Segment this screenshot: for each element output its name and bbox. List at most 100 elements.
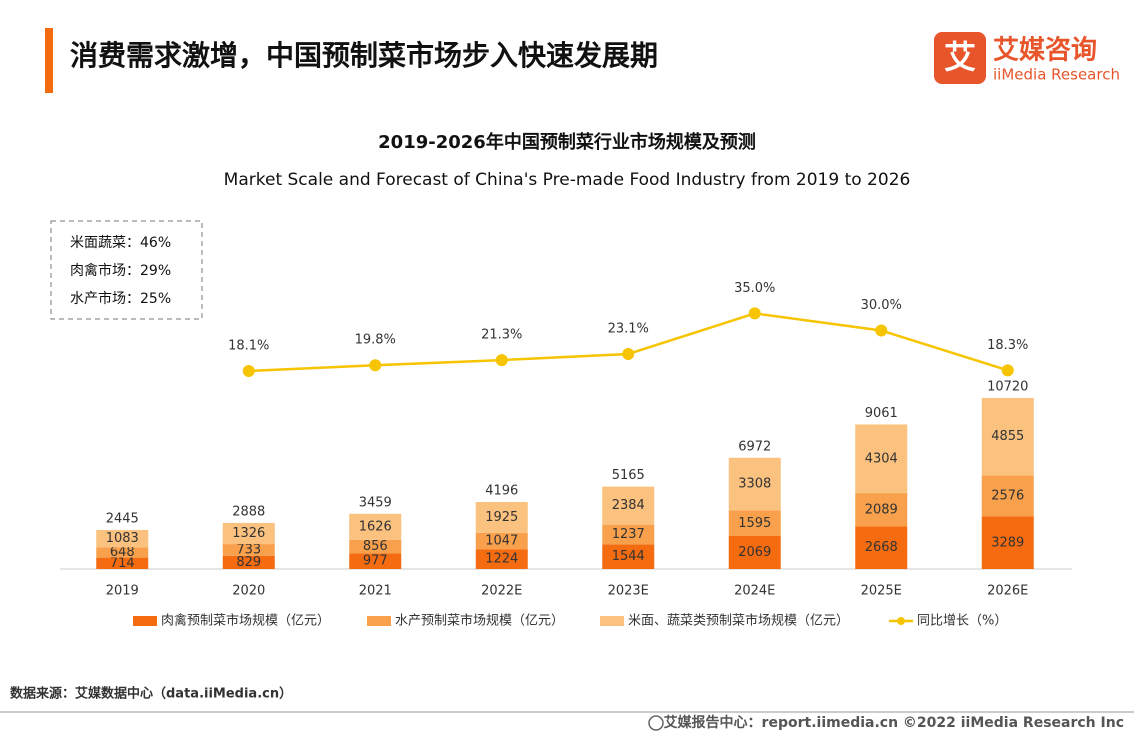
total-label: 6972: [738, 439, 771, 454]
bar-segment: [96, 547, 149, 558]
growth-point: [369, 359, 382, 372]
bar-segment: [475, 549, 528, 569]
bar-segment: [96, 557, 149, 569]
x-tick-label: 2021: [359, 584, 392, 599]
legend-swatch: [367, 616, 391, 626]
bar-label: 648: [110, 545, 135, 560]
page-title: 消费需求激增，中国预制菜市场步入快速发展期: [70, 39, 658, 72]
x-tick-label: 2023E: [608, 584, 649, 599]
bar-segment: [349, 513, 402, 540]
total-label: 9061: [865, 406, 898, 421]
bar-segment: [728, 457, 781, 511]
bar-label: 1925: [485, 510, 518, 525]
total-label: 4196: [485, 484, 518, 499]
bar-segment: [602, 524, 655, 545]
growth-label: 35.0%: [734, 281, 775, 296]
total-label: 2888: [232, 504, 265, 519]
growth-point: [875, 324, 888, 337]
footer-icon: [648, 715, 664, 731]
growth-label: 30.0%: [861, 298, 902, 313]
growth-label: 19.8%: [355, 333, 396, 348]
x-tick-label: 2026E: [987, 584, 1028, 599]
legend-label: 肉禽预制菜市场规模（亿元）: [161, 613, 330, 629]
bar-label: 714: [110, 556, 135, 571]
legend-label: 米面、蔬菜类预制菜市场规模（亿元）: [628, 613, 849, 629]
total-label: 3459: [359, 495, 392, 510]
logo-mark-bg: [934, 32, 986, 84]
legend-label: 同比增长（%）: [917, 614, 1007, 629]
bar-label: 2069: [738, 545, 771, 560]
bar-label: 2576: [991, 488, 1024, 503]
growth-label: 23.1%: [608, 321, 649, 336]
bar-label: 1083: [106, 531, 139, 546]
bar-segment: [475, 532, 528, 550]
total-label: 10720: [987, 379, 1028, 394]
x-tick-label: 2025E: [861, 584, 902, 599]
note-text: 肉禽市场：29%: [70, 262, 171, 279]
bar-label: 977: [363, 554, 388, 569]
bar-label: 1326: [232, 526, 265, 541]
bar-segment: [475, 502, 528, 533]
growth-point: [622, 347, 635, 360]
bar-segment: [981, 516, 1034, 569]
bar-label: 1626: [359, 519, 392, 534]
logo-cn: 艾媒咨询: [993, 35, 1097, 66]
bar-label: 1237: [612, 527, 645, 542]
bar-segment: [602, 544, 655, 569]
bar-label: 3289: [991, 535, 1024, 550]
growth-point: [1001, 364, 1014, 377]
bar-label: 3308: [738, 477, 771, 492]
bar-label: 2089: [865, 502, 898, 517]
chart-subtitle: Market Scale and Forecast of China's Pre…: [224, 170, 911, 190]
bar-label: 4304: [865, 451, 898, 466]
growth-label: 21.3%: [481, 328, 522, 343]
bar-segment: [855, 526, 908, 569]
note-box: [50, 220, 203, 320]
bar-label: 1047: [485, 534, 518, 549]
bar-segment: [981, 475, 1034, 517]
legend-swatch: [133, 616, 157, 626]
bar-segment: [96, 529, 149, 548]
bar-segment: [981, 397, 1034, 476]
bar-label: 2384: [612, 498, 645, 513]
x-tick-label: 2019: [106, 584, 139, 599]
bar-segment: [855, 493, 908, 527]
legend-swatch: [600, 616, 624, 626]
bar-label: 856: [363, 539, 388, 554]
x-tick-label: 2022E: [481, 584, 522, 599]
growth-label: 18.3%: [987, 338, 1028, 353]
bar-segment: [349, 553, 402, 569]
bar-label: 4855: [991, 429, 1024, 444]
title-accent: [45, 28, 53, 93]
legend-label: 水产预制菜市场规模（亿元）: [395, 613, 564, 629]
total-label: 5165: [612, 468, 645, 483]
bar-segment: [349, 539, 402, 554]
bar-segment: [222, 522, 275, 545]
bar-segment: [222, 544, 275, 556]
x-tick-label: 2020: [232, 584, 265, 599]
bar-label: 2668: [865, 540, 898, 555]
bar-label: 1595: [738, 516, 771, 531]
growth-point: [748, 307, 761, 320]
bar-segment: [855, 424, 908, 494]
bar-segment: [728, 535, 781, 569]
x-tick-label: 2024E: [734, 584, 775, 599]
bar-label: 733: [236, 542, 261, 557]
note-text: 米面蔬菜：46%: [70, 235, 171, 251]
bar-segment: [222, 555, 275, 569]
logo-en: iiMedia Research: [993, 66, 1120, 84]
legend-marker: [897, 617, 905, 625]
growth-point: [495, 354, 508, 367]
bar-segment: [602, 486, 655, 525]
growth-point: [242, 365, 255, 378]
note-text: 水产市场：25%: [70, 290, 171, 307]
total-label: 2445: [106, 511, 139, 526]
footer: 艾媒报告中心：report.iimedia.cn ©2022 iiMedia R…: [664, 714, 1124, 731]
bar-label: 1224: [485, 552, 518, 567]
bar-segment: [728, 510, 781, 536]
bar-label: 829: [236, 555, 261, 570]
growth-label: 18.1%: [228, 339, 269, 354]
source: 数据来源：艾媒数据中心（data.iiMedia.cn）: [10, 686, 292, 702]
chart-title: 2019-2026年中国预制菜行业市场规模及预测: [378, 131, 756, 153]
